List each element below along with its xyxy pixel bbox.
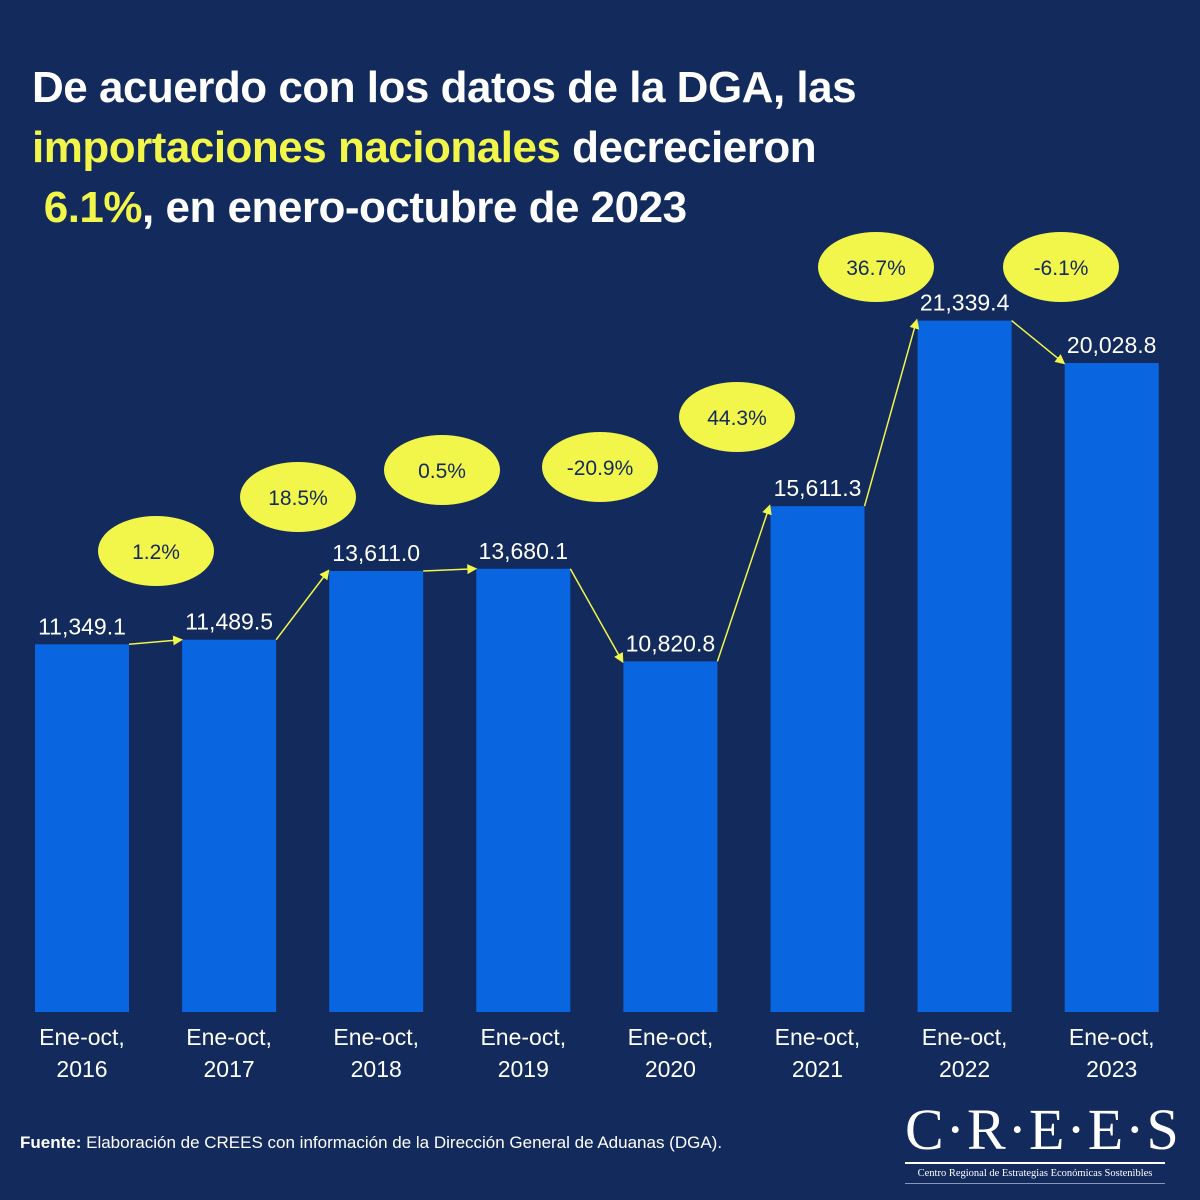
logo-divider-bottom xyxy=(905,1183,1165,1184)
value-label: 20,028.8 xyxy=(1067,332,1157,358)
bar-2020 xyxy=(623,661,718,1012)
x-tick-label-line2: 2021 xyxy=(792,1056,843,1082)
growth-label: -6.1% xyxy=(1034,257,1089,280)
logo-wordmark: C·R·E·E·S xyxy=(905,1097,1181,1162)
title-highlight-percent: 6.1% xyxy=(43,183,143,232)
growth-arrow xyxy=(863,318,920,507)
growth-bubble xyxy=(1003,232,1119,302)
bar-2019 xyxy=(476,568,571,1012)
title-line-1: De acuerdo con los datos de la DGA, las xyxy=(32,63,857,112)
growth-arrow xyxy=(275,569,330,641)
growth-label: -20.9% xyxy=(567,457,634,480)
value-label: 15,611.3 xyxy=(774,475,862,501)
bar-2021 xyxy=(770,506,865,1012)
growth-label: 44.3% xyxy=(707,407,767,430)
bar-2023 xyxy=(1064,363,1159,1012)
growth-bubble xyxy=(818,232,934,302)
x-tick-label-line1: Ene-oct, xyxy=(39,1024,125,1050)
source-note: Fuente: Elaboración de CREES con informa… xyxy=(20,1133,722,1153)
x-tick-label-line2: 2016 xyxy=(56,1056,107,1082)
source-text: Elaboración de CREES con información de … xyxy=(81,1133,723,1152)
growth-bubble xyxy=(542,432,658,502)
chart-title: De acuerdo con los datos de la DGA, las … xyxy=(32,58,1032,238)
value-label: 13,611.0 xyxy=(332,540,420,566)
bar-2017 xyxy=(182,639,277,1012)
value-label: 13,680.1 xyxy=(479,538,569,564)
x-tick-label-line1: Ene-oct, xyxy=(922,1024,1008,1050)
growth-arrow xyxy=(1011,320,1066,365)
x-tick-label-line1: Ene-oct, xyxy=(775,1024,861,1050)
source-label: Fuente: xyxy=(20,1133,82,1152)
x-tick-label-line2: 2023 xyxy=(1086,1056,1137,1082)
growth-bubble xyxy=(384,435,500,505)
x-tick-label-line1: Ene-oct, xyxy=(1069,1024,1155,1050)
bar-2022 xyxy=(917,320,1012,1012)
growth-arrow xyxy=(569,568,624,664)
x-tick-label-line1: Ene-oct, xyxy=(480,1024,566,1050)
bar-2016 xyxy=(35,644,129,1012)
title-line-2-rest: decrecieron xyxy=(560,123,817,172)
x-tick-label-line2: 2017 xyxy=(204,1056,255,1082)
value-label: 11,349.1 xyxy=(38,613,126,639)
title-line-2: importaciones nacionales decrecieron xyxy=(32,118,1032,178)
growth-bubble xyxy=(98,516,214,586)
crees-logo: C·R·E·E·S Centro Regional de Estrategias… xyxy=(905,1097,1181,1184)
growth-label: 18.5% xyxy=(268,487,328,510)
title-line-3-rest: , en enero-octubre de 2023 xyxy=(142,183,687,232)
value-label: 21,339.4 xyxy=(920,290,1010,316)
logo-divider xyxy=(905,1162,1165,1164)
value-label: 11,489.5 xyxy=(185,609,273,635)
bar-2018 xyxy=(329,571,424,1012)
x-tick-label-line1: Ene-oct, xyxy=(186,1024,272,1050)
x-tick-label-line1: Ene-oct, xyxy=(628,1024,714,1050)
title-highlight-imports: importaciones nacionales xyxy=(32,123,561,172)
growth-label: 36.7% xyxy=(846,257,906,280)
growth-arrow xyxy=(716,504,772,662)
growth-arrow xyxy=(423,564,478,575)
x-tick-label-line2: 2019 xyxy=(498,1056,549,1082)
logo-subtitle: Centro Regional de Estrategias Económica… xyxy=(917,1168,1153,1179)
x-tick-label-line2: 2018 xyxy=(351,1056,402,1082)
growth-bubble xyxy=(240,462,356,532)
growth-arrow xyxy=(128,635,184,646)
x-tick-label-line2: 2020 xyxy=(645,1056,696,1082)
growth-label: 0.5% xyxy=(418,460,466,483)
growth-bubble xyxy=(679,382,795,452)
title-line-3: 6.1%, en enero-octubre de 2023 xyxy=(32,178,1032,238)
x-tick-label-line1: Ene-oct, xyxy=(333,1024,419,1050)
growth-label: 1.2% xyxy=(132,541,180,564)
value-label: 10,820.8 xyxy=(626,630,716,656)
x-tick-label-line2: 2022 xyxy=(939,1056,990,1082)
